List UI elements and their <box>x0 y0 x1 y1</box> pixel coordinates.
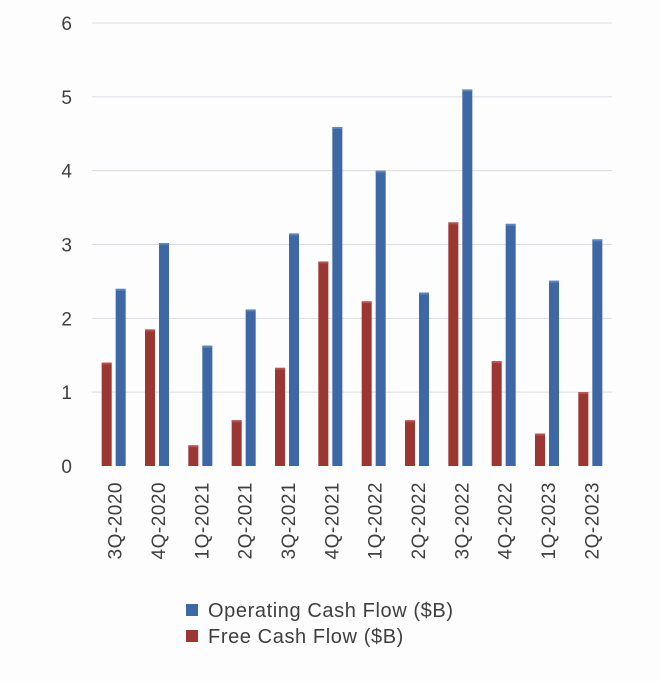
operating-cash-flow-bar-cap <box>332 127 343 130</box>
x-tick-label: 3Q-2020 <box>106 482 127 559</box>
operating-cash-flow-bar <box>332 127 343 466</box>
y-tick-label: 0 <box>61 457 72 478</box>
free-cash-flow-bar <box>491 361 502 466</box>
x-tick-label: 1Q-2023 <box>539 482 560 559</box>
y-tick-label: 6 <box>61 14 72 35</box>
operating-cash-flow-bar <box>505 223 516 466</box>
operating-cash-flow-bar <box>592 239 603 466</box>
x-tick-label: 4Q-2020 <box>149 482 170 559</box>
x-tick-label: 3Q-2021 <box>279 482 300 559</box>
free-cash-flow-bar <box>188 445 199 466</box>
free-cash-flow-bar-cap <box>448 222 459 225</box>
x-tick-label: 2Q-2022 <box>409 482 430 559</box>
operating-cash-flow-bar <box>419 292 429 466</box>
operating-cash-flow-bar-cap <box>202 345 213 348</box>
x-tick-label: 1Q-2021 <box>192 482 213 559</box>
free-cash-flow-bar <box>448 222 459 466</box>
free-cash-flow-bar <box>318 261 329 466</box>
legend-swatch-free <box>186 630 198 642</box>
free-cash-flow-bar-cap <box>405 420 415 423</box>
operating-cash-flow-bar <box>462 89 473 466</box>
y-tick-label: 3 <box>61 236 72 257</box>
y-tick-label: 1 <box>61 383 72 404</box>
x-axis-ticks: 3Q-2020 4Q-2020 1Q-2021 2Q-2021 3Q-2021 4Q-20… <box>106 482 604 559</box>
bars <box>101 89 603 466</box>
x-tick-label: 1Q-2022 <box>366 482 387 559</box>
operating-cash-flow-bar <box>115 288 126 466</box>
legend-label-operating: Operating Cash Flow ($B) <box>208 600 454 622</box>
legend-swatch-operating <box>186 604 198 616</box>
legend-label-free: Free Cash Flow ($B) <box>208 626 404 648</box>
operating-cash-flow-bar-cap <box>419 292 429 295</box>
free-cash-flow-bar-cap <box>145 329 155 332</box>
gridlines <box>92 22 612 393</box>
y-axis-ticks: 0 1 2 3 4 5 6 <box>61 14 72 478</box>
operating-cash-flow-bar <box>375 170 386 466</box>
free-cash-flow-bar <box>535 433 545 466</box>
free-cash-flow-bar-cap <box>231 420 242 423</box>
free-cash-flow-bar <box>405 420 415 466</box>
operating-cash-flow-bar-cap <box>592 239 603 242</box>
operating-cash-flow-bar <box>549 280 559 466</box>
free-cash-flow-bar <box>578 392 589 466</box>
free-cash-flow-bar <box>275 367 285 466</box>
x-tick-label: 2Q-2023 <box>582 482 603 559</box>
y-tick-label: 2 <box>61 309 72 330</box>
y-tick-label: 4 <box>61 162 72 183</box>
free-cash-flow-bar <box>231 420 242 466</box>
operating-cash-flow-bar <box>159 243 169 466</box>
free-cash-flow-bar <box>361 301 372 466</box>
operating-cash-flow-bar <box>289 233 299 466</box>
operating-cash-flow-bar-cap <box>115 288 126 291</box>
free-cash-flow-bar-cap <box>188 445 199 448</box>
x-tick-label: 3Q-2022 <box>452 482 473 559</box>
operating-cash-flow-bar-cap <box>245 309 256 312</box>
free-cash-flow-bar <box>101 362 112 466</box>
operating-cash-flow-bar-cap <box>462 89 473 92</box>
operating-cash-flow-bar-cap <box>159 243 169 246</box>
legend: Operating Cash Flow ($B) Free Cash Flow (… <box>186 600 454 648</box>
x-tick-label: 4Q-2022 <box>496 482 517 559</box>
free-cash-flow-bar-cap <box>361 301 372 304</box>
free-cash-flow-bar <box>145 329 155 466</box>
free-cash-flow-bar-cap <box>318 261 329 264</box>
x-tick-label: 4Q-2021 <box>322 482 343 559</box>
free-cash-flow-bar-cap <box>491 361 502 364</box>
free-cash-flow-bar-cap <box>275 367 285 370</box>
operating-cash-flow-bar <box>202 345 213 466</box>
operating-cash-flow-bar-cap <box>505 223 516 226</box>
operating-cash-flow-bar <box>245 309 256 466</box>
free-cash-flow-bar-cap <box>101 362 112 365</box>
y-tick-label: 5 <box>61 88 72 109</box>
operating-cash-flow-bar-cap <box>289 233 299 236</box>
free-cash-flow-bar-cap <box>578 392 589 395</box>
operating-cash-flow-bar-cap <box>549 280 559 283</box>
x-tick-label: 2Q-2021 <box>236 482 257 559</box>
operating-cash-flow-bar-cap <box>375 170 386 173</box>
free-cash-flow-bar-cap <box>535 433 545 436</box>
